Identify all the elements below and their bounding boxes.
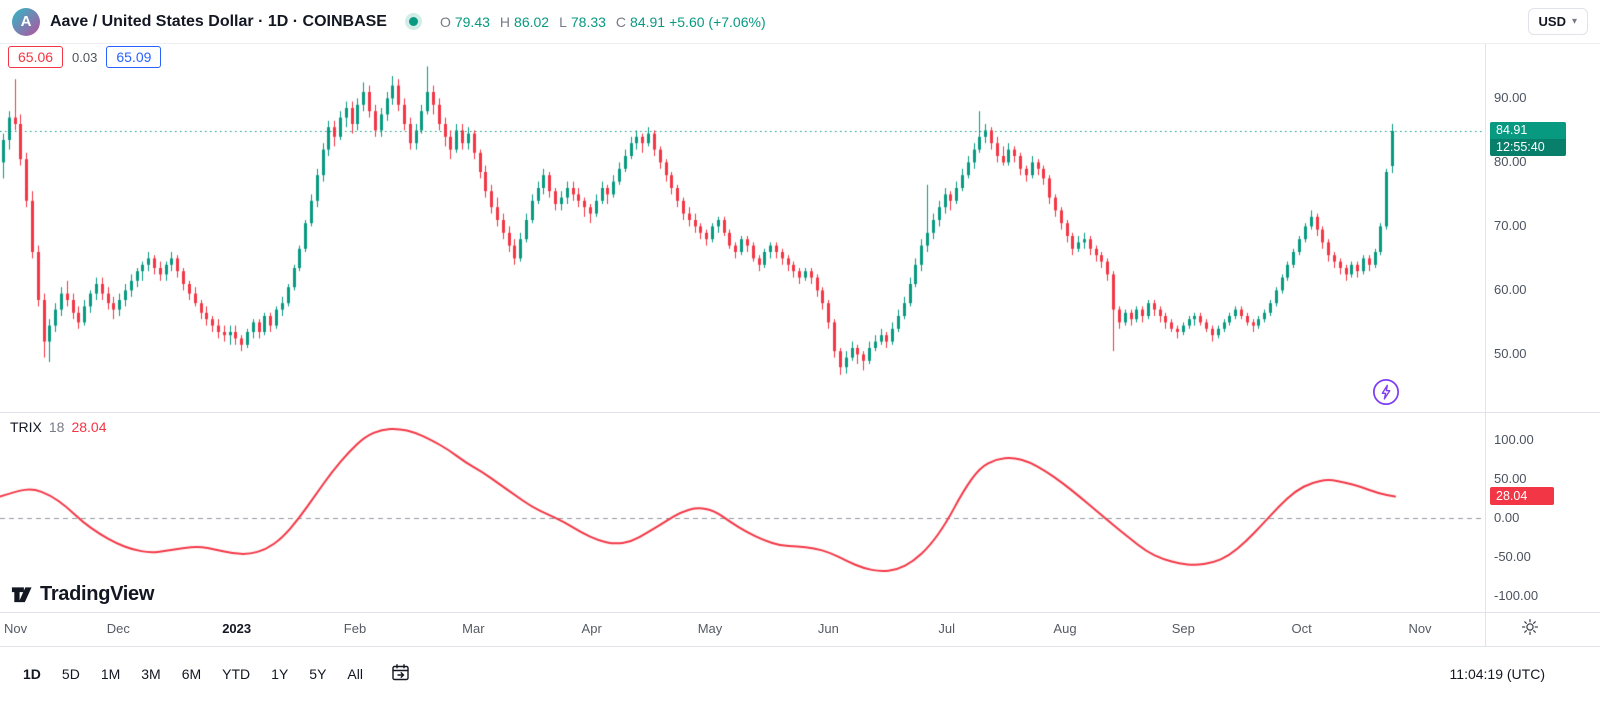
session-clock[interactable]: 11:04:19 (UTC) <box>1449 666 1545 682</box>
range-button-1D[interactable]: 1D <box>14 661 50 687</box>
low-value: 78.33 <box>570 13 606 30</box>
range-button-5Y[interactable]: 5Y <box>300 661 335 687</box>
aave-logo-letter: A <box>20 13 32 30</box>
time-axis-label: Aug <box>1053 621 1077 636</box>
close-value: 84.91 <box>630 13 666 30</box>
time-axis-divider <box>0 612 1600 613</box>
trix-axis-ticks: 100.00 50.00 0.00 -50.00 -100.00 <box>1486 413 1600 612</box>
price-tick-label: 50.00 <box>1494 346 1527 362</box>
close-label: C <box>615 13 627 30</box>
lightning-bolt-icon <box>1372 378 1400 406</box>
time-axis-label: Nov <box>4 621 28 636</box>
time-axis-label: Oct <box>1291 621 1312 636</box>
price-tick-label: 70.00 <box>1494 218 1527 234</box>
spread-value: 0.03 <box>72 49 98 65</box>
range-switcher: 1D 5D 1M 3M 6M YTD 1Y 5Y All <box>14 661 372 687</box>
currency-label: USD <box>1538 14 1566 29</box>
last-price-badge: 84.91 12:55:40 <box>1490 121 1566 156</box>
trix-value: 28.04 <box>71 419 107 435</box>
last-price-value: 84.91 <box>1490 121 1566 139</box>
time-axis-label: Jul <box>938 621 955 636</box>
price-chart-canvas[interactable] <box>0 44 1485 412</box>
currency-toggle-button[interactable]: USD ▾ <box>1527 8 1588 35</box>
bottom-toolbar: 1D 5D 1M 3M 6M YTD 1Y 5Y All 11:04:19 (UTC) <box>0 646 1600 701</box>
pane-divider[interactable] <box>0 412 1600 413</box>
trix-tick-label: 0.00 <box>1494 510 1520 526</box>
bid-ask-overlay: 65.06 0.03 65.09 <box>8 46 162 68</box>
trix-tick-label: -50.00 <box>1494 549 1531 565</box>
open-label: O <box>439 13 451 30</box>
time-axis-label: 2023 <box>222 621 252 636</box>
price-axis-ticks: 90.00 80.00 70.00 60.00 50.00 <box>1486 44 1600 412</box>
calendar-icon <box>392 664 409 681</box>
time-axis-label: Dec <box>106 621 130 636</box>
high-label: H <box>499 13 511 30</box>
range-button-3M[interactable]: 3M <box>132 661 169 687</box>
sell-price-button[interactable]: 65.06 <box>8 46 64 68</box>
trix-title: TRIX <box>10 419 42 435</box>
time-axis-label: Sep <box>1171 621 1195 636</box>
range-button-1Y[interactable]: 1Y <box>262 661 297 687</box>
trix-legend[interactable]: TRIX 18 28.04 <box>10 419 107 435</box>
price-tick-label: 90.00 <box>1494 90 1527 106</box>
range-button-5D[interactable]: 5D <box>53 661 89 687</box>
go-to-date-button[interactable] <box>386 658 415 690</box>
trix-tick-label: 50.00 <box>1494 471 1527 487</box>
time-axis-label: Apr <box>581 621 602 636</box>
price-pane: 65.06 0.03 65.09 <box>0 44 1485 412</box>
trix-value-badge: 28.04 <box>1490 487 1554 506</box>
range-button-6M[interactable]: 6M <box>173 661 210 687</box>
symbol-title[interactable]: Aave / United States Dollar · 1D · COINB… <box>50 12 387 30</box>
chart-topbar: A Aave / United States Dollar · 1D · COI… <box>0 0 1600 44</box>
tradingview-logo[interactable]: TradingView <box>10 583 154 606</box>
tradingview-logo-text: TradingView <box>40 583 155 605</box>
low-label: L <box>559 13 567 30</box>
ohlc-readout: O 79.43 H 86.02 L 78.33 C 84.91 +5.60 (+7.06… <box>434 14 766 30</box>
range-button-1M[interactable]: 1M <box>92 661 129 687</box>
range-button-YTD[interactable]: YTD <box>213 661 259 687</box>
time-axis-label: Mar <box>462 621 485 636</box>
trix-pane: TRIX 18 28.04 TradingView <box>0 413 1485 612</box>
chevron-down-icon: ▾ <box>1571 16 1577 27</box>
open-value: 79.43 <box>454 13 490 30</box>
price-tick-label: 60.00 <box>1494 282 1527 298</box>
time-axis-label: Nov <box>1408 621 1432 636</box>
trix-period: 18 <box>48 419 65 435</box>
change-value: +5.60 (+7.06%) <box>669 13 766 30</box>
chart-region: 65.06 0.03 65.09 TRIX 18 28.04 TradingVi… <box>0 44 1600 646</box>
aave-logo-icon: A <box>12 7 40 36</box>
instant-trading-button[interactable] <box>1372 378 1400 406</box>
time-axis[interactable]: Nov Dec 2023 Feb Mar Apr May Jun Jul Aug Sep Oct Nov <box>0 612 1485 646</box>
market-status-icon <box>408 17 418 26</box>
bar-countdown: 12:55:40 <box>1490 138 1566 156</box>
high-value: 86.02 <box>514 13 550 30</box>
range-button-All[interactable]: All <box>338 661 372 687</box>
tradingview-mark-icon <box>11 587 32 603</box>
trix-tick-label: -100.00 <box>1494 588 1539 604</box>
time-axis-label: Feb <box>343 621 367 636</box>
settings-gear-icon[interactable] <box>1520 618 1540 638</box>
price-tick-label: 80.00 <box>1494 154 1527 170</box>
trix-tick-label: 100.00 <box>1494 432 1534 448</box>
buy-price-button[interactable]: 65.09 <box>106 46 162 68</box>
price-axis-column[interactable]: 90.00 80.00 70.00 60.00 50.00 84.91 12:55:40… <box>1485 44 1600 646</box>
trix-chart-canvas[interactable] <box>0 413 1485 612</box>
time-axis-label: Jun <box>817 621 839 636</box>
time-axis-label: May <box>697 621 723 636</box>
